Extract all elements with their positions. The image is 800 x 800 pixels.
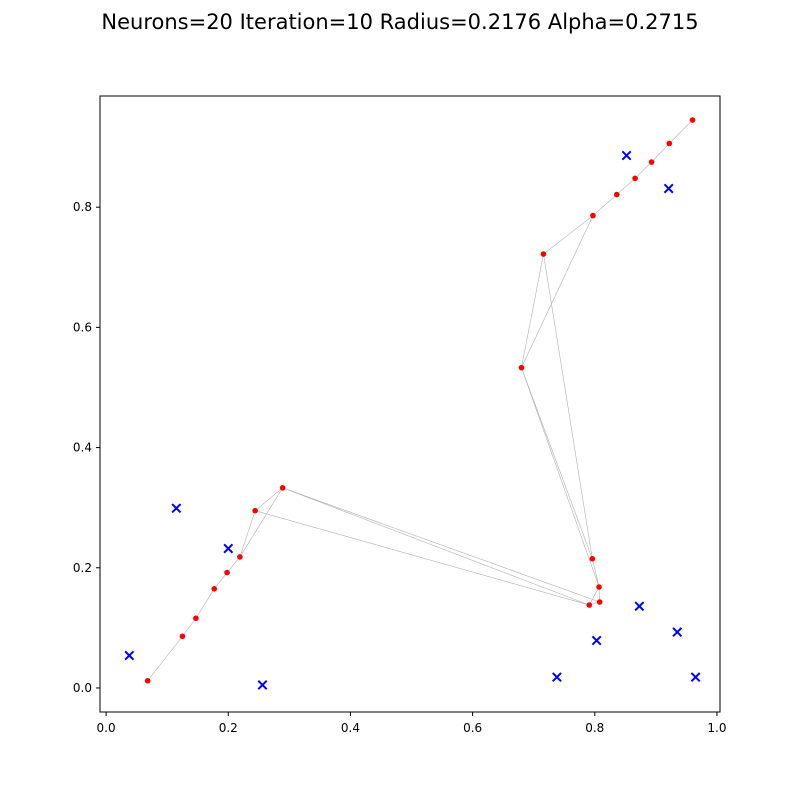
neuron-point-3 xyxy=(211,586,218,592)
city-markers xyxy=(124,150,701,690)
connection-line-16 xyxy=(521,367,600,588)
neuron-point-1 xyxy=(179,633,186,640)
connection-line-18 xyxy=(543,254,593,559)
connection-line-9 xyxy=(255,510,590,606)
connection-line-17 xyxy=(521,253,544,368)
neuron-point-10 xyxy=(596,584,602,590)
x-axis: 0.0 0.2 0.4 0.6 0.8 1.0 xyxy=(97,712,726,735)
neuron-point-14 xyxy=(590,212,596,219)
connection-line-0 xyxy=(147,636,183,681)
y-tick-label-0: 0.0 xyxy=(73,681,92,695)
y-tick-label-3: 0.6 xyxy=(73,320,92,334)
y-tick-label-2: 0.4 xyxy=(73,441,92,455)
city-marker-4 xyxy=(551,672,562,683)
neuron-point-4 xyxy=(224,569,230,576)
connection-line-24 xyxy=(651,143,670,163)
connection-line-10 xyxy=(282,487,600,603)
neuron-connections xyxy=(147,119,693,681)
neuron-point-15 xyxy=(613,191,620,198)
connection-line-22 xyxy=(616,178,636,195)
neuron-point-9 xyxy=(596,599,603,605)
neuron-point-13 xyxy=(540,251,547,257)
neuron-point-2 xyxy=(193,615,199,622)
city-marker-3 xyxy=(257,680,268,690)
neuron-point-12 xyxy=(518,364,525,371)
city-marker-10 xyxy=(663,183,674,194)
neuron-point-8 xyxy=(586,602,593,608)
connection-line-19 xyxy=(521,215,594,368)
connection-line-3 xyxy=(213,572,228,589)
y-axis: 0.0 0.2 0.4 0.6 0.8 xyxy=(73,200,100,695)
connection-line-14 xyxy=(592,558,600,588)
connection-line-15 xyxy=(521,367,593,559)
x-tick-label-2: 0.4 xyxy=(341,721,360,735)
city-marker-2 xyxy=(223,543,234,554)
neuron-point-6 xyxy=(252,507,258,514)
chart-title: Neurons=20 Iteration=10 Radius=0.2176 Al… xyxy=(101,10,699,34)
neuron-point-16 xyxy=(632,175,638,182)
connection-line-4 xyxy=(226,556,241,573)
y-tick-label-1: 0.2 xyxy=(73,561,92,575)
connection-line-8 xyxy=(282,487,590,606)
connection-line-5 xyxy=(239,510,256,558)
connection-line-21 xyxy=(592,194,617,216)
connection-line-13 xyxy=(589,586,600,606)
connection-line-6 xyxy=(254,487,283,511)
city-marker-7 xyxy=(672,627,683,637)
connection-line-25 xyxy=(669,119,693,144)
neuron-point-17 xyxy=(648,159,655,165)
x-tick-label-1: 0.2 xyxy=(219,721,238,735)
neuron-markers xyxy=(144,117,696,684)
neuron-point-5 xyxy=(237,554,243,560)
connection-line-7 xyxy=(239,487,283,558)
plot-frame xyxy=(99,95,721,713)
connection-line-1 xyxy=(182,618,197,637)
x-tick-label-0: 0.0 xyxy=(97,721,116,735)
connection-line-23 xyxy=(634,161,652,179)
y-tick-label-4: 0.8 xyxy=(73,200,92,214)
city-marker-0 xyxy=(124,650,135,661)
neuron-point-0 xyxy=(144,677,151,684)
city-marker-1 xyxy=(171,503,182,514)
x-tick-label-4: 0.8 xyxy=(585,721,604,735)
neuron-point-11 xyxy=(589,555,596,562)
neuron-point-19 xyxy=(689,117,696,123)
city-marker-6 xyxy=(634,601,645,612)
neuron-point-18 xyxy=(666,140,673,147)
x-tick-label-3: 0.6 xyxy=(463,721,482,735)
connection-line-2 xyxy=(195,588,215,619)
city-marker-5 xyxy=(591,635,602,646)
connection-line-20 xyxy=(543,215,594,255)
city-marker-8 xyxy=(690,672,701,683)
x-tick-label-5: 1.0 xyxy=(707,721,726,735)
city-marker-9 xyxy=(621,150,632,161)
neuron-point-7 xyxy=(279,485,286,491)
